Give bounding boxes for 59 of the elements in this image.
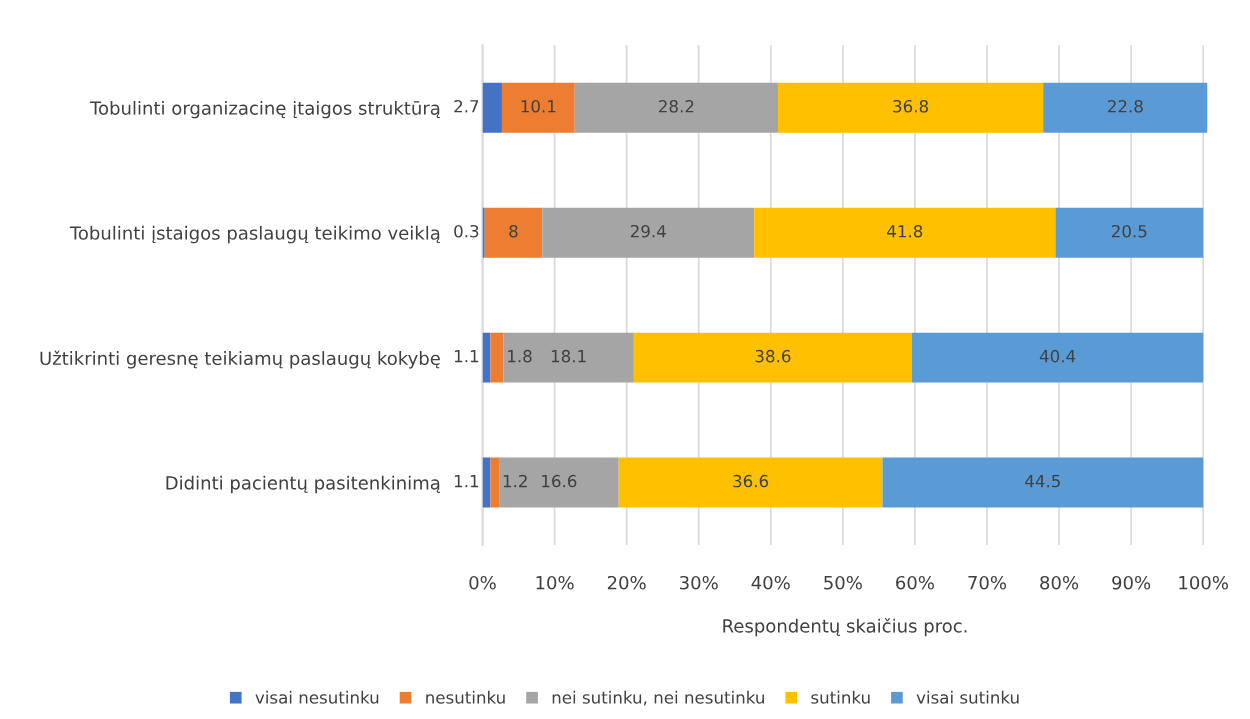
data-label: 1.2: [503, 474, 527, 488]
data-label: 40.4: [1039, 349, 1076, 363]
data-label: 2.7: [454, 99, 479, 113]
bar: [574, 82, 778, 133]
legend-label: nei sutinku, nei nesutinku: [552, 690, 764, 706]
data-label: 16.6: [542, 474, 577, 488]
bar: [912, 332, 1204, 383]
data-label: 28.2: [659, 99, 694, 113]
data-label: 0.3: [454, 224, 479, 238]
data-label: 41.8: [887, 224, 923, 238]
data-label: 10.1: [521, 99, 556, 113]
bar: [882, 457, 1204, 508]
data-label: 18.1: [551, 349, 586, 363]
data-label: 44.5: [1025, 474, 1060, 488]
legend-label: visai nesutinku: [255, 690, 379, 704]
data-label: 1.8: [508, 349, 532, 363]
legend-label: nesutinku: [426, 690, 505, 704]
x-tick-label: 20%: [607, 575, 646, 590]
bar: [499, 457, 619, 508]
bar: [490, 332, 504, 383]
x-tick-label: 10%: [536, 575, 574, 590]
x-tick-label: 100%: [1179, 575, 1228, 590]
x-tick-label: 50%: [824, 575, 862, 590]
x-tick-label: 40%: [751, 575, 790, 590]
bar: [490, 457, 500, 508]
data-label: 22.8: [1108, 99, 1143, 113]
bar: [482, 82, 502, 133]
x-axis-title: Respondentų skaičius proc.: [723, 618, 967, 637]
x-tick-label: 0%: [469, 575, 496, 590]
bar: [482, 207, 485, 258]
x-tick-label: 90%: [1112, 575, 1151, 590]
bar: [777, 82, 1044, 133]
bar: [503, 332, 634, 383]
y-tick-label: Tobulinti įstaigos paslaugų teikimo veiklą: [69, 225, 440, 244]
bar: [754, 207, 1056, 258]
data-label: 20.5: [1111, 224, 1147, 238]
data-label: 1.1: [454, 350, 479, 363]
legend-label: sutinku: [811, 690, 870, 704]
bar: [633, 332, 913, 383]
data-label: 1.1: [454, 474, 479, 488]
bar: [542, 207, 755, 258]
x-tick-label: 60%: [896, 575, 934, 590]
bar: [1043, 82, 1208, 133]
legend-label: visai sutinku: [916, 690, 1019, 704]
x-tick-label: 30%: [680, 575, 718, 590]
bar: [618, 457, 883, 508]
y-tick-label: Užtikrinti geresnę teikiamų paslaugų kokybę: [40, 350, 440, 369]
x-tick-label: 70%: [968, 575, 1007, 590]
bar: [1055, 207, 1204, 258]
data-label: 29.4: [630, 224, 666, 238]
data-label: 8: [509, 224, 518, 238]
y-tick-label: Tobulinti organizacinę įtaigos struktūrą: [90, 100, 440, 119]
bar: [501, 82, 575, 133]
bar: [484, 207, 543, 258]
y-tick-label: Didinti pacientų pasitenkinimą: [166, 475, 440, 494]
x-tick-label: 80%: [1040, 575, 1079, 590]
data-label: 38.6: [755, 349, 791, 363]
data-label: 36.6: [733, 474, 769, 488]
data-label: 36.8: [893, 99, 928, 113]
